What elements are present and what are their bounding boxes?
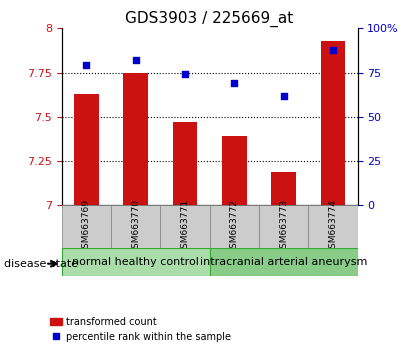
Title: GDS3903 / 225669_at: GDS3903 / 225669_at (125, 11, 294, 27)
Text: intracranial arterial aneurysm: intracranial arterial aneurysm (200, 257, 367, 267)
FancyBboxPatch shape (62, 205, 111, 248)
Text: GSM663772: GSM663772 (230, 199, 239, 254)
Text: normal healthy control: normal healthy control (72, 257, 199, 267)
Point (132, 57, 139, 63)
Bar (173, 122, 197, 205)
Bar (222, 136, 247, 205)
FancyBboxPatch shape (308, 205, 358, 248)
Point (231, 80, 238, 86)
Text: GSM663771: GSM663771 (180, 199, 189, 254)
Text: GSM663770: GSM663770 (131, 199, 140, 254)
Bar (74, 94, 99, 205)
Bar (123, 73, 148, 205)
Point (280, 93, 287, 98)
FancyBboxPatch shape (259, 205, 308, 248)
Text: GSM663774: GSM663774 (328, 199, 337, 254)
Point (330, 47, 336, 52)
FancyBboxPatch shape (210, 205, 259, 248)
FancyBboxPatch shape (210, 248, 358, 276)
Text: GSM663773: GSM663773 (279, 199, 288, 254)
Bar (271, 172, 296, 205)
Legend: transformed count, percentile rank within the sample: transformed count, percentile rank withi… (46, 313, 235, 346)
Text: GSM663769: GSM663769 (82, 199, 91, 254)
Bar (321, 41, 345, 205)
FancyBboxPatch shape (62, 248, 210, 276)
Text: disease state: disease state (4, 259, 78, 269)
FancyBboxPatch shape (160, 205, 210, 248)
FancyBboxPatch shape (111, 205, 160, 248)
Point (83, 63, 90, 68)
Point (182, 72, 188, 77)
